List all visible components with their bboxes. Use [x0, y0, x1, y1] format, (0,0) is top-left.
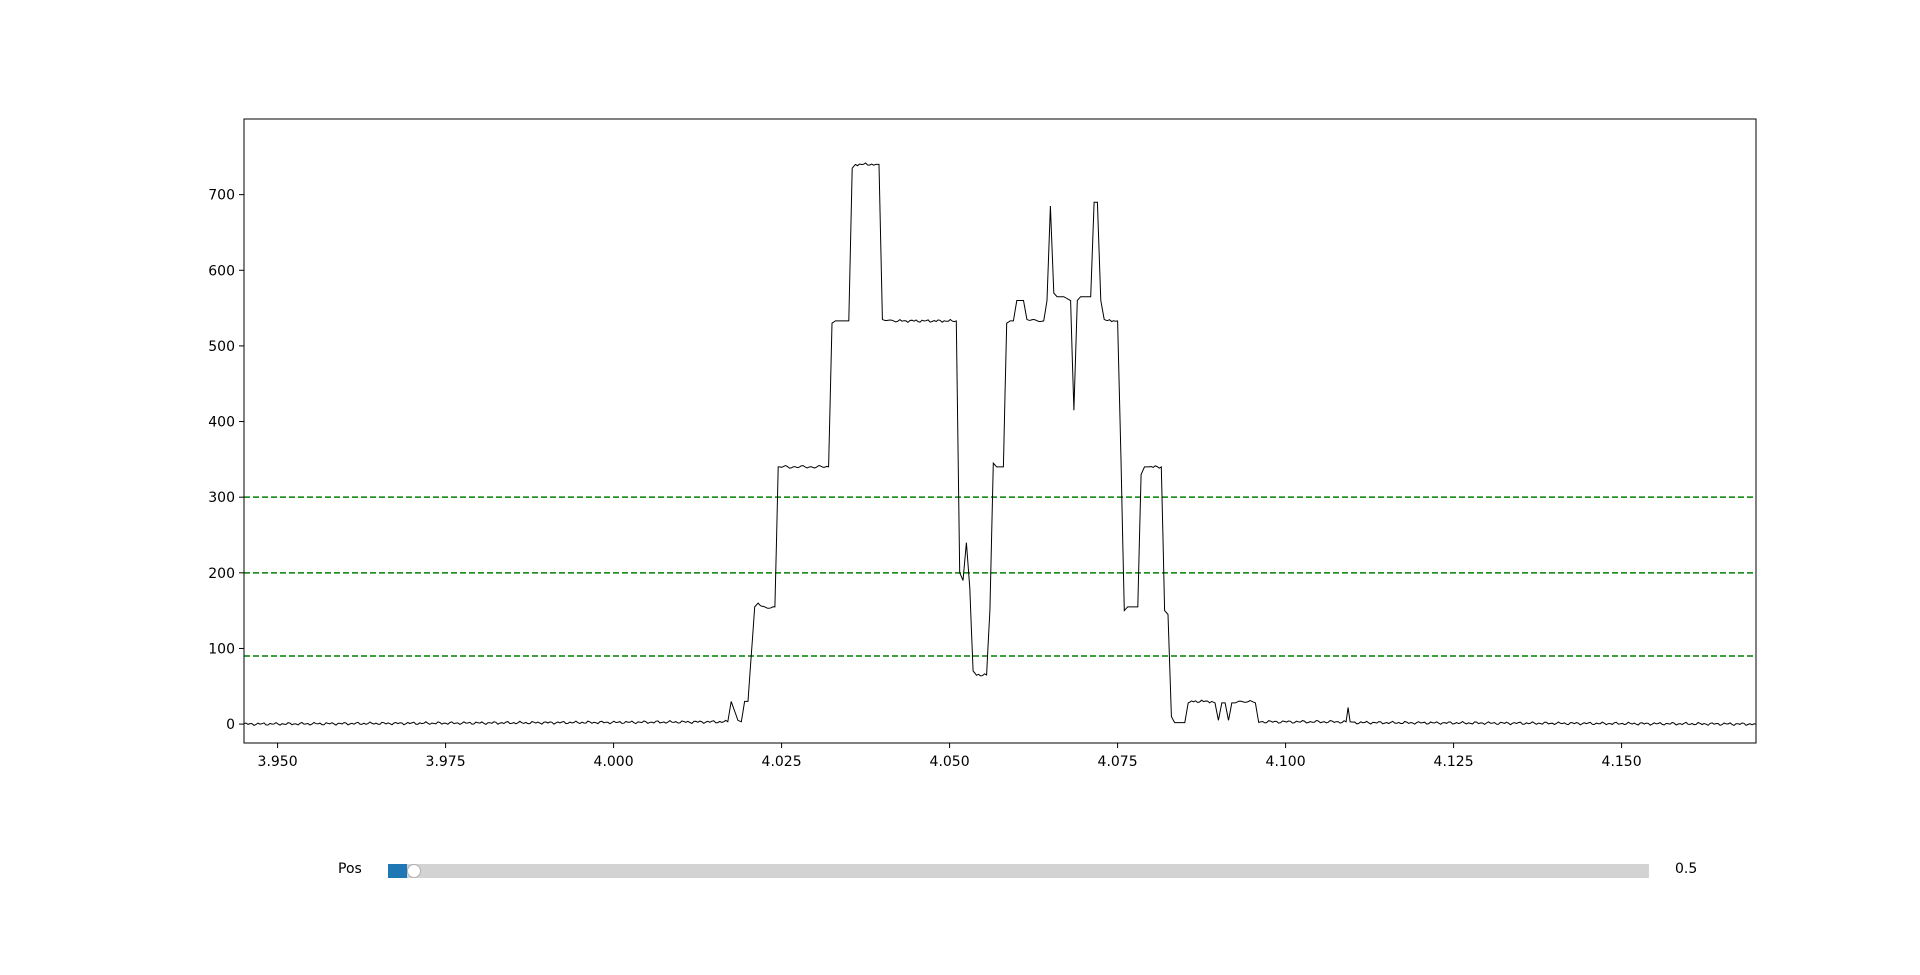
x-tick-label: 4.000 [594, 754, 634, 770]
x-tick-label: 4.075 [1098, 754, 1138, 770]
x-tick-label: 4.150 [1602, 754, 1642, 770]
x-tick-label: 3.975 [426, 754, 466, 770]
slider-value: 0.5 [1675, 861, 1697, 877]
x-tick-label: 4.025 [762, 754, 802, 770]
slider-label: Pos [338, 861, 362, 877]
y-tick-label: 100 [208, 641, 235, 657]
y-tick-label: 200 [208, 566, 235, 582]
signal-line [244, 163, 1756, 725]
x-axis: 3.950 3.975 4.000 4.025 4.050 4.075 4.100 4.125… [258, 743, 1642, 770]
y-tick-label: 400 [208, 415, 235, 431]
x-tick-label: 4.100 [1266, 754, 1306, 770]
plot-area [244, 119, 1756, 743]
position-slider-handle[interactable] [407, 864, 421, 878]
y-tick-label: 300 [208, 490, 235, 506]
y-axis: 0 100 200 300 400 500 600 700 [208, 188, 244, 733]
position-slider-row: Pos 0.5 [0, 855, 1920, 885]
y-tick-label: 600 [208, 263, 235, 279]
y-tick-label: 700 [208, 188, 235, 204]
y-tick-label: 0 [226, 717, 235, 733]
x-tick-label: 4.125 [1434, 754, 1474, 770]
position-slider-track[interactable] [388, 864, 1649, 878]
x-tick-label: 4.050 [930, 754, 970, 770]
y-tick-label: 500 [208, 339, 235, 355]
position-slider-fill [388, 864, 407, 878]
threshold-lines [244, 497, 1756, 656]
x-tick-label: 3.950 [258, 754, 298, 770]
axes-frame [244, 119, 1756, 743]
